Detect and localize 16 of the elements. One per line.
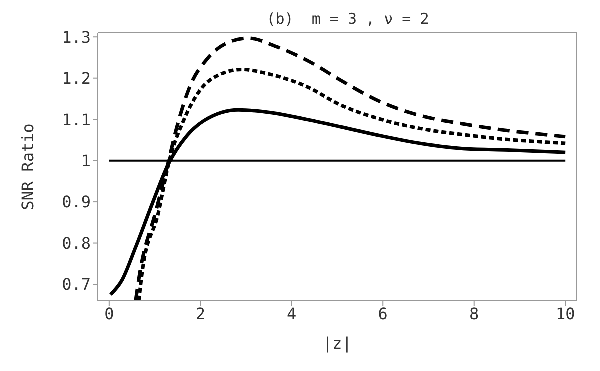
y-tick-label: 1: [81, 151, 91, 170]
chart-title: (b) m = 3 , ν = 2: [266, 10, 430, 28]
y-tick-label: 1.2: [62, 69, 91, 88]
x-tick-label: 10: [556, 304, 576, 324]
y-tick-label: 0.9: [62, 192, 91, 212]
x-axis-title: |z|: [323, 334, 352, 353]
y-tick-label: 0.7: [62, 275, 91, 294]
x-tick-label: 4: [287, 304, 297, 324]
x-tick-label: 6: [378, 304, 388, 324]
y-tick-label: 1.1: [62, 110, 91, 130]
x-tick-label: 8: [470, 304, 480, 324]
x-tick-label: 2: [196, 304, 206, 324]
y-tick-label: 0.8: [62, 234, 91, 253]
y-tick-label: 1.3: [62, 28, 91, 47]
y-axis-title: SNR Ratio: [18, 124, 38, 210]
x-tick-label: 0: [104, 304, 114, 324]
